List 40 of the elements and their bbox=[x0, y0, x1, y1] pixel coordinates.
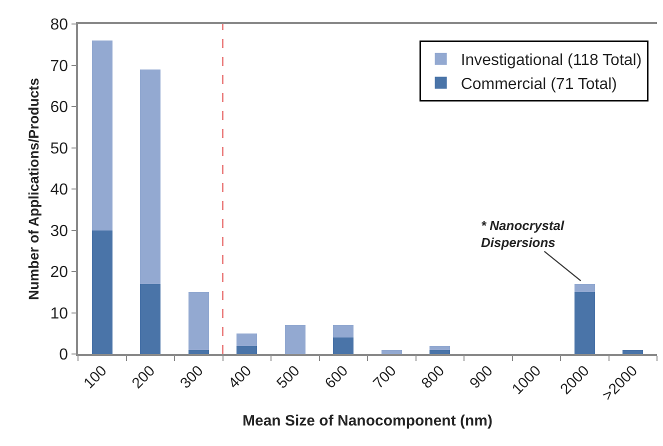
bar bbox=[140, 284, 161, 354]
y-tick-label: 40 bbox=[50, 182, 68, 199]
bar bbox=[188, 350, 209, 354]
x-tick-label: 100 bbox=[80, 362, 110, 392]
bar bbox=[236, 333, 258, 346]
legend-label: Investigational (118 Total) bbox=[460, 52, 642, 70]
bar bbox=[381, 350, 402, 354]
y-tick-label: 10 bbox=[50, 305, 68, 322]
y-tick-label: 60 bbox=[50, 99, 68, 116]
bar bbox=[188, 292, 209, 350]
y-tick-label: 70 bbox=[50, 58, 68, 75]
bar bbox=[333, 338, 354, 354]
bar bbox=[622, 350, 644, 354]
bar bbox=[92, 230, 112, 354]
x-tick-label: 400 bbox=[225, 362, 256, 392]
x-tick-label: 600 bbox=[322, 362, 352, 392]
x-tick-label: 900 bbox=[466, 362, 496, 392]
bar bbox=[284, 325, 306, 354]
bar bbox=[430, 350, 450, 354]
x-tick-label: 800 bbox=[418, 362, 448, 392]
bar bbox=[140, 69, 161, 284]
y-tick-label: 0 bbox=[59, 346, 68, 364]
bar bbox=[430, 346, 450, 350]
y-tick-label: 80 bbox=[50, 16, 68, 34]
x-tick-label: 200 bbox=[128, 362, 159, 392]
y-axis-title: Number of Applications/Products bbox=[25, 78, 42, 300]
bar bbox=[236, 346, 258, 354]
x-tick-label: 300 bbox=[177, 362, 207, 392]
y-tick-label: 50 bbox=[50, 140, 68, 158]
bar bbox=[574, 292, 595, 354]
legend-label: Commercial (71 Total) bbox=[460, 76, 618, 93]
y-tick-label: 20 bbox=[50, 264, 68, 282]
x-tick-label: 500 bbox=[274, 362, 304, 392]
x-tick-label: 700 bbox=[370, 362, 400, 392]
x-axis-title: Mean Size of Nanocomponent (nm) bbox=[242, 412, 493, 430]
annotation: * Nanocrystal Dispersions bbox=[481, 218, 564, 250]
bar bbox=[92, 40, 112, 230]
bar bbox=[333, 325, 354, 338]
bar bbox=[574, 284, 595, 292]
y-tick-label: 30 bbox=[50, 222, 68, 240]
